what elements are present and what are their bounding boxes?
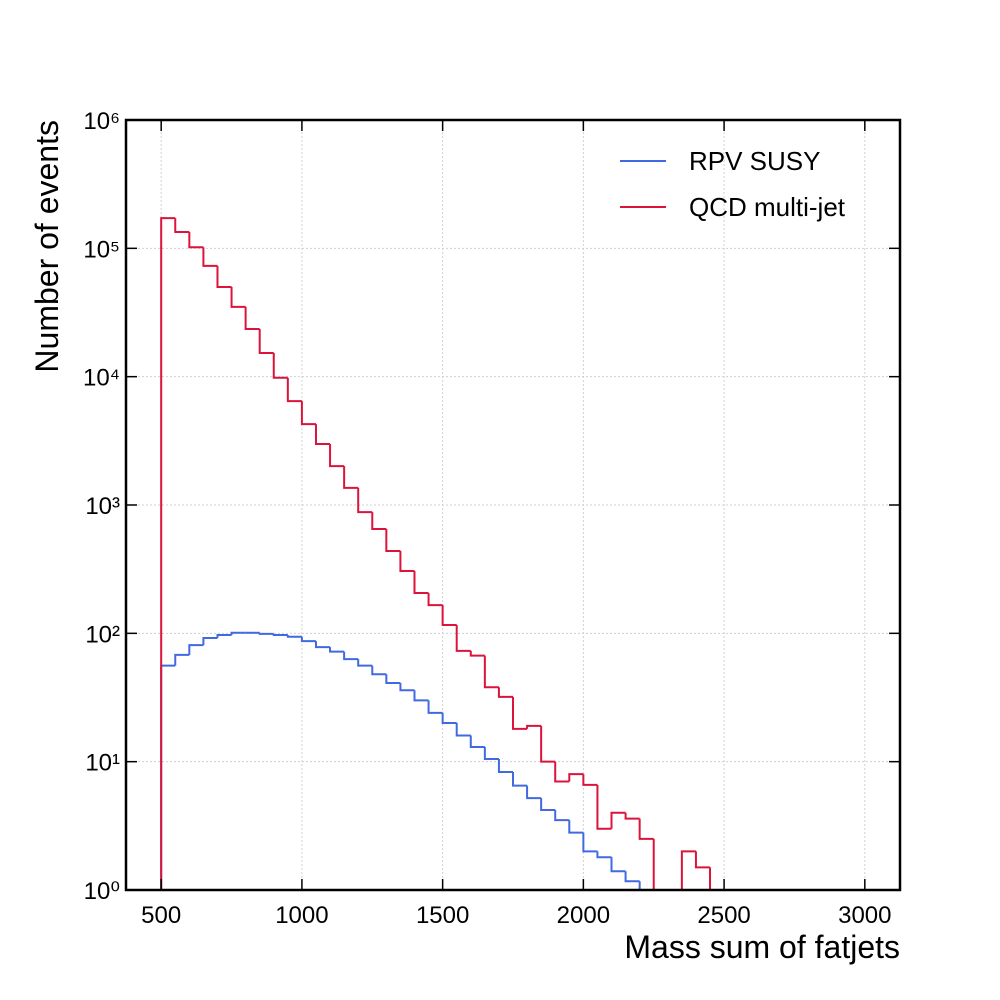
- histogram-step: [624, 871, 640, 883]
- histogram-step: [469, 735, 485, 749]
- y-tick-label: 10⁶: [83, 108, 120, 135]
- histogram-step: [497, 758, 513, 774]
- histogram-step: [554, 761, 570, 783]
- legend-label: RPV SUSY: [689, 146, 821, 176]
- histogram-step: [357, 487, 373, 514]
- histogram-step: [258, 329, 274, 354]
- histogram-step: [652, 838, 655, 890]
- histogram-step: [385, 529, 401, 553]
- histogram-step: [427, 593, 443, 607]
- histogram-step: [216, 634, 232, 638]
- x-tick-label: 2000: [557, 902, 610, 929]
- x-tick-label: 1000: [275, 902, 328, 929]
- histogram-step: [300, 636, 316, 643]
- histogram-step: [610, 857, 626, 873]
- histogram-step: [709, 867, 712, 890]
- histogram-step: [596, 851, 612, 859]
- histogram-step: [413, 690, 429, 702]
- histogram-step: [512, 772, 528, 787]
- histogram-step: [343, 651, 359, 661]
- histogram-step: [286, 377, 302, 403]
- histogram-step: [174, 653, 190, 666]
- histogram-step: [371, 665, 387, 676]
- histogram-step: [483, 747, 499, 760]
- y-tick-label: 10⁵: [83, 236, 120, 263]
- histogram: [160, 217, 712, 890]
- histogram-step: [526, 724, 542, 729]
- histogram-step: [188, 232, 204, 249]
- y-tick-label: 10²: [85, 621, 120, 648]
- x-tick-label: 2500: [697, 902, 750, 929]
- histogram-step: [216, 265, 232, 288]
- histogram-step: [230, 286, 246, 308]
- histogram-step: [540, 725, 556, 763]
- histogram-step: [568, 820, 584, 834]
- histogram-step: [469, 650, 485, 657]
- x-axis-label: Mass sum of fatjets: [624, 929, 900, 965]
- histogram-step: [314, 641, 331, 649]
- histogram-step: [202, 636, 218, 646]
- histogram-step: [399, 683, 415, 692]
- histogram-step: [300, 401, 316, 426]
- histogram-step: [441, 712, 457, 725]
- histogram-step: [554, 810, 570, 822]
- histogram-step: [329, 443, 345, 468]
- histogram-step: [427, 700, 443, 714]
- histogram-step: [483, 655, 499, 689]
- legend: RPV SUSY QCD multi-jet: [620, 146, 846, 222]
- y-axis-label: Number of events: [29, 120, 65, 373]
- y-tick-label: 10⁰: [84, 878, 120, 905]
- histogram-step: [694, 851, 711, 869]
- ticks: 10⁰ 10¹ 10² 10³ 10⁴ 10⁵ 10⁶ 500 1000 1500 2000 2500…: [83, 108, 900, 929]
- histogram-step: [497, 687, 513, 698]
- histogram-step: [371, 512, 387, 531]
- histogram-step: [230, 631, 246, 636]
- histogram-step: [413, 570, 429, 595]
- x-tick-label: 500: [141, 902, 181, 929]
- histogram-step: [160, 217, 176, 890]
- histogram-step: [272, 633, 288, 637]
- x-tick-label: 3000: [838, 902, 891, 929]
- histogram-step: [568, 773, 584, 782]
- histogram-step: [385, 674, 401, 685]
- histogram-step: [596, 784, 612, 830]
- histogram-step: [526, 785, 542, 800]
- histogram-step: [244, 306, 260, 331]
- histogram-step: [441, 605, 457, 627]
- histogram-step: [540, 798, 556, 812]
- histogram-step: [357, 659, 373, 667]
- histogram-step: [512, 696, 528, 730]
- histogram-step: [202, 247, 218, 267]
- histogram-step: [610, 811, 626, 829]
- y-tick-label: 10³: [85, 493, 120, 520]
- histogram-step: [174, 218, 190, 234]
- histogram-step: [455, 723, 471, 737]
- histogram-step: [343, 466, 359, 489]
- histogram-step: [272, 352, 288, 379]
- histogram-step: [329, 647, 345, 653]
- histogram-step: [258, 632, 274, 635]
- histogram-step: [624, 812, 640, 820]
- histogram-step: [680, 850, 696, 890]
- histogram-step: [455, 625, 471, 652]
- legend-label: QCD multi-jet: [689, 192, 846, 222]
- histogram-step: [582, 832, 598, 853]
- histogram-step: [399, 551, 415, 572]
- histogram-step: [314, 424, 331, 445]
- x-tick-label: 1500: [416, 902, 469, 929]
- histogram-step: [638, 818, 654, 840]
- histogram-step: [286, 635, 302, 638]
- y-tick-label: 10⁴: [83, 365, 120, 392]
- y-tick-label: 10¹: [85, 750, 120, 777]
- histogram-step: [638, 881, 654, 890]
- histogram-step: [188, 644, 204, 655]
- histogram-step: [582, 774, 598, 786]
